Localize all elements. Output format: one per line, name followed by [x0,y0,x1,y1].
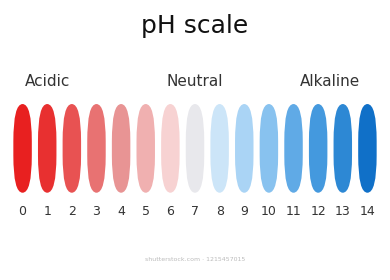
Text: Alkaline: Alkaline [300,74,361,89]
FancyBboxPatch shape [38,104,57,193]
FancyBboxPatch shape [13,104,32,193]
FancyBboxPatch shape [87,104,106,193]
FancyBboxPatch shape [333,104,352,193]
Text: Neutral: Neutral [167,74,223,89]
Text: 13: 13 [335,205,351,218]
FancyBboxPatch shape [284,104,303,193]
Text: 14: 14 [360,205,375,218]
FancyBboxPatch shape [309,104,327,193]
FancyBboxPatch shape [63,104,81,193]
FancyBboxPatch shape [210,104,229,193]
Text: 0: 0 [19,205,27,218]
Text: 2: 2 [68,205,76,218]
Text: shutterstock.com · 1215457015: shutterstock.com · 1215457015 [145,257,245,262]
Text: Acidic: Acidic [25,74,70,89]
Text: 4: 4 [117,205,125,218]
FancyBboxPatch shape [161,104,180,193]
FancyBboxPatch shape [186,104,204,193]
Text: 9: 9 [240,205,248,218]
Text: 8: 8 [216,205,223,218]
FancyBboxPatch shape [260,104,278,193]
Text: 3: 3 [92,205,100,218]
FancyBboxPatch shape [358,104,377,193]
Text: 1: 1 [43,205,51,218]
Text: 6: 6 [167,205,174,218]
Text: 7: 7 [191,205,199,218]
FancyBboxPatch shape [235,104,254,193]
Text: 12: 12 [310,205,326,218]
Text: pH scale: pH scale [141,14,249,38]
Text: 5: 5 [142,205,150,218]
Text: 11: 11 [285,205,301,218]
FancyBboxPatch shape [112,104,130,193]
Text: 10: 10 [261,205,277,218]
FancyBboxPatch shape [136,104,155,193]
